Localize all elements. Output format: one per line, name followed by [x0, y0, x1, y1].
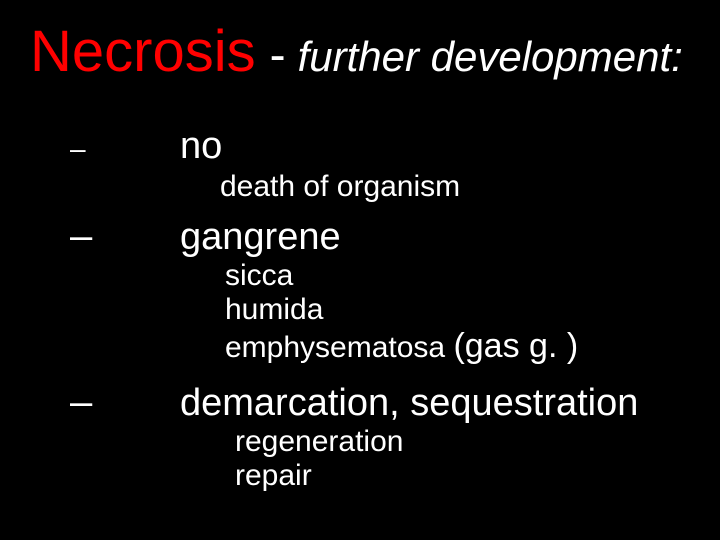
title-subtitle: further development:: [298, 33, 683, 81]
title-dash: -: [270, 28, 286, 83]
sub-item-death: death of organism: [220, 170, 690, 204]
slide: Necrosis - further development: – no dea…: [0, 0, 720, 540]
bullet-dash: –: [70, 380, 180, 425]
sub-item-humida: humida: [225, 293, 690, 327]
sub-item-emphysematosa-a: emphysematosa: [225, 331, 453, 364]
sub-item-regeneration: regeneration: [235, 425, 690, 459]
sub-item-emphysematosa: emphysematosa (gas g. ): [225, 327, 690, 366]
bullet-row-gangrene: – gangrene: [70, 214, 690, 259]
bullet-dash: –: [70, 214, 180, 259]
bullet-label-demarcation: demarcation, sequestration: [180, 382, 638, 425]
bullet-row-demarcation: – demarcation, sequestration: [70, 380, 690, 425]
bullet-label-no: no: [180, 125, 222, 168]
title-main: Necrosis: [30, 18, 256, 85]
bullet-dash: –: [70, 133, 180, 165]
title-row: Necrosis - further development:: [30, 18, 690, 85]
sub-item-emphysematosa-b: (gas g. ): [453, 327, 578, 365]
bullet-label-gangrene: gangrene: [180, 216, 341, 259]
sub-item-repair: repair: [235, 459, 690, 493]
bullet-row-no: – no: [70, 125, 690, 168]
sub-item-sicca: sicca: [225, 259, 690, 293]
